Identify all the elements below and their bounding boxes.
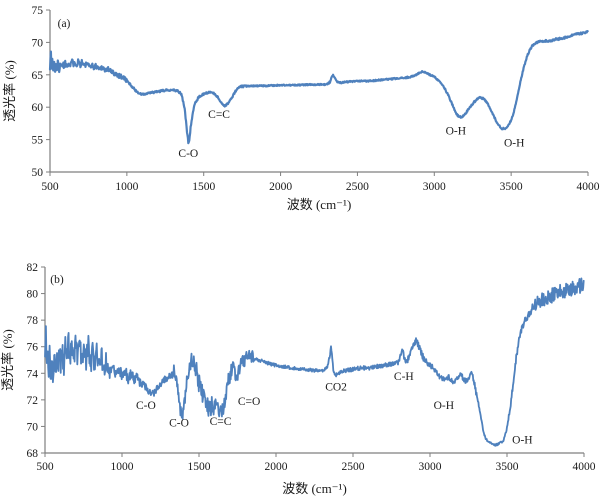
x-axis-tick-label: 2500 xyxy=(342,461,365,473)
y-axis-tick-label: 65 xyxy=(32,70,44,82)
panel-label: (b) xyxy=(50,274,64,286)
x-axis-tick-label: 3000 xyxy=(419,461,442,473)
peak-annotation: C-O xyxy=(136,400,156,412)
x-axis-tick-label: 500 xyxy=(41,181,59,193)
y-axis-tick-label: 68 xyxy=(27,448,39,460)
x-axis-tick-label: 3500 xyxy=(496,461,519,473)
peak-annotation: C=C xyxy=(210,416,232,428)
y-axis-tick-label: 76 xyxy=(27,342,39,354)
y-axis-tick-label: 75 xyxy=(32,5,44,17)
ftir-chart-panel-a: 50 55 60 65 70 75 500 1000 1500 2000 2500 3000 3500 4… xyxy=(0,0,600,235)
y-axis-tick-label: 78 xyxy=(27,315,39,327)
x-axis-tick-label: 3000 xyxy=(423,181,446,193)
peak-annotation: C-H xyxy=(394,371,414,383)
spectrum-line xyxy=(44,277,585,447)
peak-annotation: O-H xyxy=(446,125,466,137)
ftir-chart-panel-b: 68 70 72 74 76 78 80 82 500 1000 1500 2000 2500 3000 3… xyxy=(0,235,600,500)
peak-annotation: CO2 xyxy=(325,382,347,394)
peak-annotation: O-H xyxy=(512,435,532,447)
x-axis-title: 波数 (cm⁻¹) xyxy=(282,481,347,496)
y-axis-title: 透光率 (%) xyxy=(2,60,17,122)
x-axis-tick-label: 1500 xyxy=(192,181,215,193)
y-axis-tick-label: 70 xyxy=(27,421,39,433)
y-axis-tick-label: 74 xyxy=(27,368,39,380)
peak-annotation: C-O xyxy=(169,417,189,429)
x-axis-tick-label: 1500 xyxy=(188,461,211,473)
y-axis-tick-label: 82 xyxy=(27,262,39,274)
y-axis-tick-label: 80 xyxy=(27,289,39,301)
x-axis-tick-label: 500 xyxy=(36,461,54,473)
peak-annotation: O-H xyxy=(434,400,454,412)
panel-label: (a) xyxy=(58,18,71,30)
y-axis-tick-label: 60 xyxy=(32,102,44,114)
peak-annotation: C=O xyxy=(238,396,260,408)
x-axis-tick-label: 1000 xyxy=(115,181,138,193)
spectrum-plot-b: 68 70 72 74 76 78 80 82 500 1000 1500 2000 2500 3000 3… xyxy=(0,262,596,496)
x-axis-tick-label: 2000 xyxy=(269,181,292,193)
x-axis-tick-label: 2500 xyxy=(346,181,369,193)
y-axis-tick-label: 50 xyxy=(32,167,44,179)
x-axis-tick-label: 4000 xyxy=(573,461,596,473)
x-axis-tick-label: 2000 xyxy=(265,461,288,473)
y-axis-title: 透光率 (%) xyxy=(0,329,15,391)
spectrum-line xyxy=(48,30,589,145)
peak-annotation: O-H xyxy=(504,138,524,150)
x-axis-tick-label: 4000 xyxy=(577,181,600,193)
peak-annotation: C-O xyxy=(178,148,198,160)
y-axis-tick-label: 72 xyxy=(27,395,39,407)
spectrum-plot-a: 50 55 60 65 70 75 500 1000 1500 2000 2500 3000 3500 4… xyxy=(2,5,600,212)
x-axis-tick-label: 1000 xyxy=(111,461,134,473)
y-axis-tick-label: 55 xyxy=(32,135,44,147)
x-axis-title: 波数 (cm⁻¹) xyxy=(287,197,352,212)
y-axis-tick-label: 70 xyxy=(32,37,44,49)
peak-annotation: C=C xyxy=(208,109,230,121)
x-axis-tick-label: 3500 xyxy=(500,181,523,193)
